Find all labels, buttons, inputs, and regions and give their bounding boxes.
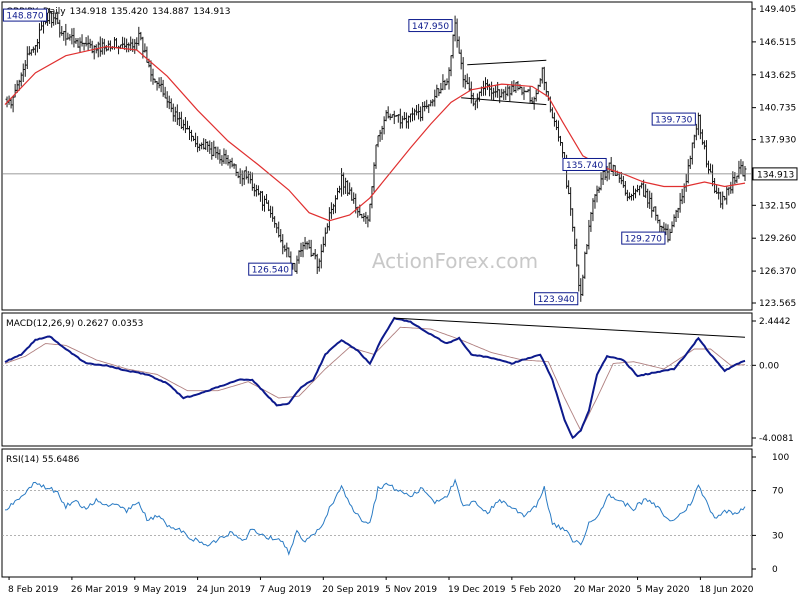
price-y-tick-label: 129.260	[759, 234, 796, 244]
price-label-text: 129.270	[625, 235, 662, 245]
price-label-box	[562, 157, 607, 171]
macd-indicator-label: MACD(12,26,9)	[6, 319, 74, 329]
price-label-text: 147.950	[412, 22, 449, 32]
rsi-y-tick-label: 100	[772, 453, 789, 463]
price-y-tick-label: 149.405	[759, 5, 796, 15]
rsi-y-tick-label: 70	[772, 487, 784, 497]
macd-panel-frame	[1, 312, 753, 447]
ohlc-open: 134.918	[70, 7, 107, 17]
macd-header: MACD(12,26,9) 0.2627 0.0353	[6, 319, 143, 329]
x-tick-label: 24 Jun 2019	[197, 585, 251, 595]
price-label-box	[651, 112, 696, 126]
current-price-tag-text: 134.913	[757, 170, 794, 180]
price-label-text: 139.730	[655, 116, 692, 126]
rsi-y-tick-label: 30	[772, 531, 784, 541]
x-tick-label: 19 Dec 2019	[448, 585, 506, 595]
price-label-box	[408, 19, 453, 33]
price-label-text: 148.870	[6, 12, 43, 22]
x-tick-label: 26 Mar 2019	[71, 585, 128, 595]
x-tick-label: 5 Feb 2020	[511, 585, 562, 595]
timeframe-label: Daily	[43, 7, 66, 17]
price-y-tick-label: 146.515	[759, 38, 796, 48]
price-y-tick-label: 140.735	[759, 104, 796, 114]
ohlc-low: 134.887	[152, 7, 189, 17]
price-panel-frame	[1, 1, 753, 311]
macd-line	[4, 316, 746, 440]
x-tick-label: 7 Aug 2019	[259, 585, 311, 595]
x-tick-label: 9 May 2019	[134, 585, 187, 595]
macd-trendline	[394, 317, 746, 338]
price-label-box	[2, 8, 48, 22]
rsi-header: RSI(14) 55.6486	[6, 455, 80, 465]
price-label-text: 135.740	[566, 161, 603, 171]
watermark: ActionForex.com	[372, 249, 538, 273]
price-y-tick-label: 143.625	[759, 71, 796, 81]
price-label-text: 123.940	[538, 295, 575, 305]
axis-layer: 149.405146.515143.625140.735137.930135.0…	[8, 5, 798, 595]
rsi-indicator-label: RSI(14)	[6, 455, 39, 465]
price-label-box	[621, 231, 666, 245]
macd-y-tick-label: 2.4442	[759, 317, 791, 327]
macd-y-tick-label: 0.00	[759, 361, 779, 371]
macd-signal-value: 0.0353	[112, 319, 144, 329]
x-tick-label: 20 Sep 2019	[322, 585, 379, 595]
x-tick-label: 5 Nov 2019	[385, 585, 437, 595]
x-tick-label: 20 Mar 2020	[574, 585, 631, 595]
price-label-text: 126.540	[252, 266, 289, 276]
macd-value: 0.2627	[77, 319, 109, 329]
current-price-tag	[752, 167, 798, 181]
rsi-y-tick-label: 0	[772, 565, 778, 575]
macd-layer	[2, 316, 752, 440]
rsi-panel-frame	[1, 448, 753, 578]
rsi-layer	[2, 478, 752, 556]
price-label-box	[248, 262, 293, 276]
price-y-tick-label: 126.370	[759, 267, 796, 277]
x-tick-label: 8 Feb 2019	[8, 585, 59, 595]
rsi-line	[4, 478, 746, 556]
ohlc-close: 134.913	[193, 7, 230, 17]
moving-average-line	[4, 45, 746, 222]
channel-lower-line	[461, 97, 547, 106]
macd-y-tick-label: -4.0081	[759, 434, 794, 444]
price-y-tick-label: 137.930	[759, 136, 796, 146]
price-y-tick-label: 132.150	[759, 201, 796, 211]
x-tick-label: 5 May 2020	[637, 585, 690, 595]
price-y-tick-label: 123.565	[759, 299, 796, 309]
price-label-box	[534, 292, 579, 306]
x-tick-label: 18 Jun 2020	[699, 585, 753, 595]
price-layer: 148.870 147.950 126.540 123.940 135.740 139.7…	[2, 7, 752, 306]
rsi-value: 55.6486	[42, 455, 79, 465]
channel-upper-line	[467, 59, 547, 66]
ohlc-high: 135.420	[111, 7, 148, 17]
